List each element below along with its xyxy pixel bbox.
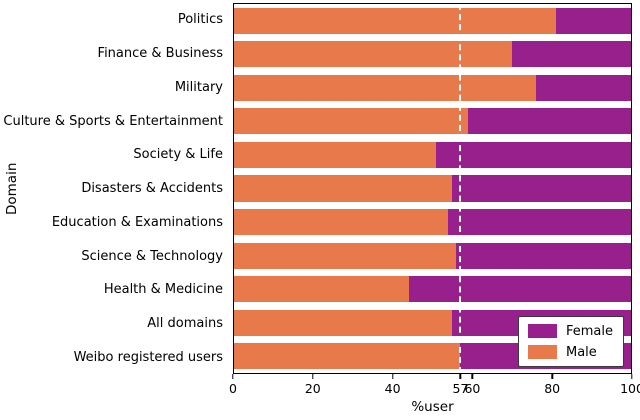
- female-bar-segment: [448, 208, 631, 236]
- category-label: Disasters & Accidents: [81, 181, 223, 197]
- male-bar-segment: [234, 208, 449, 236]
- legend-swatch-male: [527, 345, 557, 359]
- category-label: Culture & Sports & Entertainment: [3, 113, 223, 129]
- female-bar-segment: [468, 108, 631, 135]
- male-bar-segment: [234, 141, 437, 169]
- bar-row: [234, 105, 631, 139]
- female-bar-segment: [452, 175, 631, 202]
- female-bar-segment: [535, 74, 631, 101]
- bar-row: [234, 272, 631, 306]
- male-bar-segment: [234, 7, 556, 34]
- female-bar-segment: [511, 41, 631, 68]
- male-bar-segment: [234, 108, 469, 135]
- legend-entry-female: Female: [527, 323, 613, 339]
- bar-row: [234, 71, 631, 105]
- stacked-bar: [234, 41, 631, 68]
- x-tick-mark: [391, 374, 394, 379]
- male-bar-segment: [234, 41, 512, 68]
- x-tick-mark: [551, 374, 553, 379]
- legend-entry-male: Male: [527, 344, 613, 360]
- category-label: All domains: [147, 315, 223, 331]
- male-bar-segment: [234, 74, 536, 101]
- stacked-bar: [234, 175, 631, 202]
- category-label: Health & Medicine: [103, 282, 223, 298]
- x-tick-mark: [471, 374, 474, 379]
- plot-area: Female Male: [233, 3, 632, 374]
- category-label: Education & Examinations: [51, 214, 223, 230]
- category-label: Society & Life: [133, 147, 223, 163]
- x-tick-label: 80: [544, 381, 561, 396]
- bar-row: [234, 4, 631, 38]
- male-bar-segment: [234, 276, 409, 303]
- stacked-bar: [234, 208, 631, 236]
- y-axis-label: Domain: [4, 162, 20, 215]
- x-tick-label: 20: [304, 381, 321, 396]
- female-bar-segment: [436, 141, 631, 169]
- stacked-bar: [234, 7, 631, 34]
- stacked-bar: [234, 242, 631, 269]
- stacked-bar: [234, 108, 631, 135]
- bar-row: [234, 38, 631, 72]
- category-label: Politics: [177, 12, 223, 28]
- x-axis-label: %user: [411, 399, 454, 415]
- x-tick-label: 0: [229, 381, 237, 396]
- bar-rows: [234, 4, 631, 373]
- legend-entries: Female Male: [527, 323, 613, 360]
- bar-row: [234, 205, 631, 239]
- legend-label-female: Female: [565, 323, 613, 339]
- reference-line-57: [459, 4, 462, 373]
- category-axis: Politics Finance & Business Military Cultur…: [3, 3, 227, 374]
- x-axis-ticks: 0 20 40 57 60 80 100: [229, 374, 640, 398]
- bar-row: [234, 172, 631, 206]
- male-bar-segment: [234, 309, 453, 336]
- x-tick-label: 100: [620, 381, 640, 396]
- stacked-bar: [234, 276, 631, 303]
- stacked-bar: [234, 74, 631, 101]
- legend: Female Male: [517, 316, 624, 367]
- female-bar-segment: [456, 242, 631, 269]
- x-tick-mark: [312, 374, 314, 379]
- female-bar-segment: [555, 7, 631, 34]
- x-tick-label: 40: [384, 381, 401, 396]
- x-tick-mark: [631, 374, 633, 379]
- male-bar-segment: [234, 242, 457, 269]
- x-tick-mark: [459, 374, 462, 379]
- female-bar-segment: [408, 276, 631, 303]
- category-label: Military: [174, 79, 223, 95]
- bar-row: [234, 138, 631, 172]
- x-tick-label: 57: [452, 381, 469, 396]
- bar-row: [234, 239, 631, 273]
- male-bar-segment: [234, 175, 453, 202]
- stacked-bar: [234, 141, 631, 169]
- legend-swatch-female: [527, 324, 557, 338]
- x-tick-mark: [232, 374, 234, 379]
- x-tick-label: 60: [464, 381, 481, 396]
- category-label: Finance & Business: [97, 46, 223, 62]
- category-label: Science & Technology: [81, 248, 223, 264]
- male-bar-segment: [234, 343, 461, 370]
- category-label: Weibo registered users: [73, 349, 223, 365]
- legend-label-male: Male: [565, 344, 597, 360]
